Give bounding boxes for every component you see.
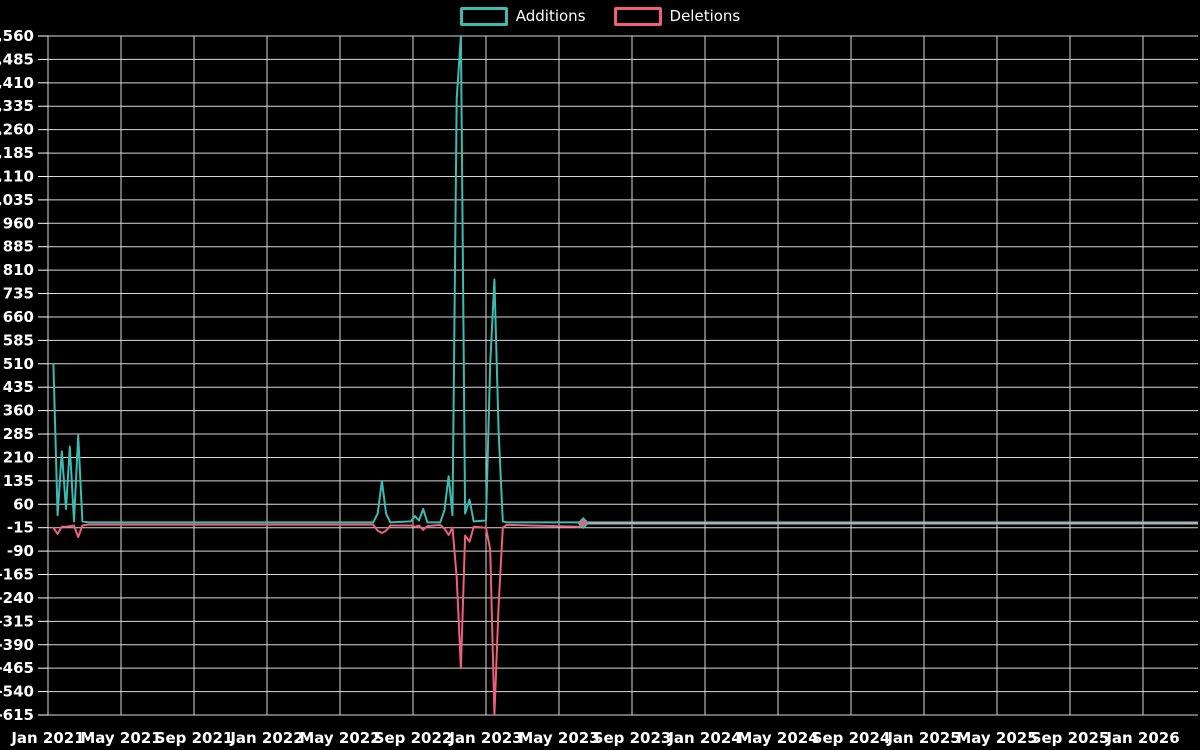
y-tick-label: -615 bbox=[0, 706, 34, 724]
y-tick-label: 60 bbox=[13, 495, 34, 513]
y-tick-label: 135 bbox=[3, 472, 34, 490]
y-tick-label: 1,485 bbox=[0, 50, 34, 68]
y-tick-label: -390 bbox=[0, 636, 34, 654]
x-tick-label: Sep 2022 bbox=[374, 729, 453, 747]
y-tick-label: -465 bbox=[0, 659, 34, 677]
legend-label-additions: Additions bbox=[515, 7, 586, 25]
x-tick-label: Jan 2021 bbox=[10, 729, 84, 747]
chart-legend: Additions Deletions bbox=[0, 7, 1200, 26]
y-tick-label: 1,035 bbox=[0, 191, 34, 209]
y-tick-label: 285 bbox=[3, 425, 34, 443]
x-tick-label: May 2022 bbox=[299, 729, 380, 747]
y-tick-label: 1,335 bbox=[0, 97, 34, 115]
y-tick-label: 885 bbox=[3, 238, 34, 256]
y-tick-label: 1,560 bbox=[0, 27, 34, 45]
deletions-swatch-icon bbox=[613, 7, 662, 26]
x-tick-label: May 2021 bbox=[80, 729, 161, 747]
y-tick-label: 960 bbox=[3, 214, 34, 232]
y-tick-label: -240 bbox=[0, 589, 34, 607]
x-tick-label: May 2023 bbox=[518, 729, 599, 747]
y-tick-label: -540 bbox=[0, 683, 34, 701]
y-tick-label: 735 bbox=[3, 285, 34, 303]
x-tick-label: Jan 2022 bbox=[229, 729, 303, 747]
x-tick-label: Jan 2023 bbox=[448, 729, 522, 747]
y-tick-label: 360 bbox=[3, 402, 34, 420]
legend-label-deletions: Deletions bbox=[669, 7, 741, 25]
x-tick-label: May 2024 bbox=[737, 729, 818, 747]
y-tick-label: 1,410 bbox=[0, 74, 34, 92]
y-tick-label: -90 bbox=[7, 542, 34, 560]
series-line-deletions bbox=[52, 522, 585, 716]
series-line-additions bbox=[52, 35, 585, 524]
y-tick-label: 1,260 bbox=[0, 121, 34, 139]
last-point-diamond-marker[interactable] bbox=[577, 516, 590, 530]
y-tick-label: 435 bbox=[3, 378, 34, 396]
x-tick-label: Jan 2026 bbox=[1105, 729, 1179, 747]
y-tick-label: 585 bbox=[3, 331, 34, 349]
additions-swatch-icon bbox=[459, 7, 508, 26]
y-tick-label: -315 bbox=[0, 612, 34, 630]
x-tick-label: Jan 2025 bbox=[886, 729, 960, 747]
y-tick-label: 660 bbox=[3, 308, 34, 326]
x-tick-label: Sep 2023 bbox=[593, 729, 672, 747]
y-tick-label: -15 bbox=[7, 519, 34, 537]
y-tick-label: -165 bbox=[0, 566, 34, 584]
x-tick-label: Jan 2024 bbox=[667, 729, 741, 747]
legend-item-deletions[interactable]: Deletions bbox=[613, 7, 741, 26]
y-axis-labels: 1,560 1,485 1,410 1,335 1,260 1,185 1,110 1,035… bbox=[0, 27, 48, 724]
y-tick-label: 810 bbox=[3, 261, 34, 279]
x-tick-label: May 2025 bbox=[956, 729, 1037, 747]
x-tick-label: Sep 2021 bbox=[155, 729, 234, 747]
gridlines bbox=[47, 35, 1198, 716]
y-tick-label: 510 bbox=[3, 355, 34, 373]
x-tick-label: Sep 2025 bbox=[1031, 729, 1110, 747]
y-tick-label: 1,110 bbox=[0, 167, 34, 185]
legend-item-additions[interactable]: Additions bbox=[459, 7, 586, 26]
y-tick-label: 1,185 bbox=[0, 144, 34, 162]
y-tick-label: 210 bbox=[3, 448, 34, 466]
x-tick-label: Sep 2024 bbox=[812, 729, 891, 747]
